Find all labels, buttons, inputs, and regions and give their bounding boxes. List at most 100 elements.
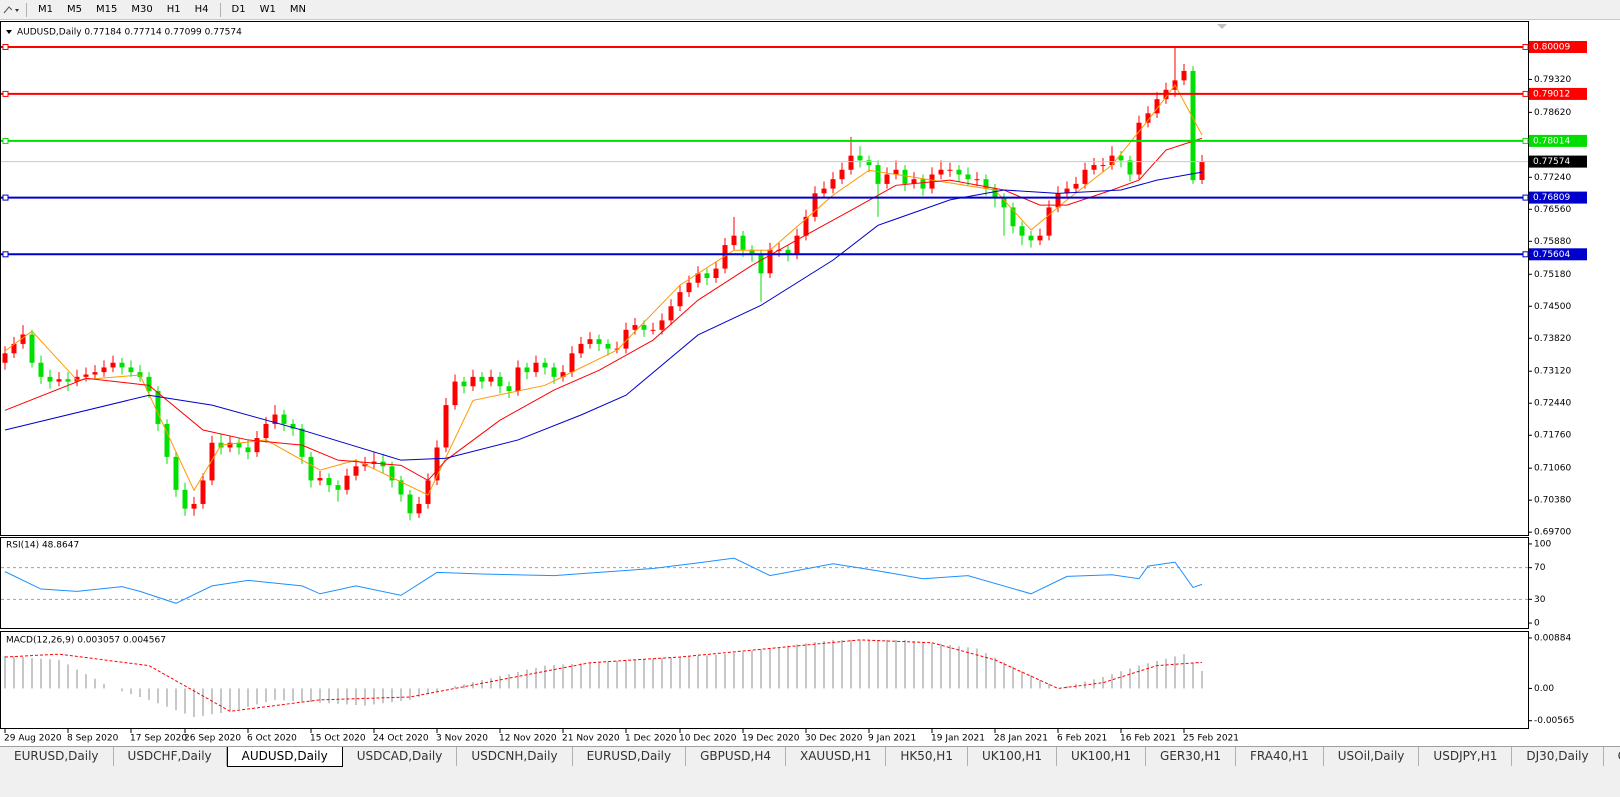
candle-body [227, 442, 233, 448]
x-tick-label: 26 Sep 2020 [184, 734, 241, 744]
candle-body [857, 155, 863, 161]
candle-body [416, 503, 422, 514]
timeframe-button[interactable]: M5 [67, 4, 82, 15]
candle-body [650, 329, 656, 331]
candle-body [353, 466, 359, 476]
chart-tab[interactable]: FRA40,H1 [1236, 747, 1324, 766]
x-tick-label: 16 Feb 2021 [1120, 734, 1176, 744]
chart-tab[interactable]: AUDUSD,Daily [226, 747, 343, 767]
timeframe-button[interactable]: M1 [38, 4, 53, 15]
candle-body [731, 235, 737, 246]
rsi-panel [0, 537, 1529, 629]
candle-body [1046, 207, 1052, 236]
candle-body [641, 325, 647, 330]
chart-tab[interactable]: EURUSD,Daily [0, 747, 114, 766]
timeframe-button[interactable]: H4 [194, 4, 209, 15]
candle-body [245, 447, 251, 453]
candle-body [515, 367, 521, 391]
tool-icon[interactable] [0, 1, 22, 19]
shift-marker [1217, 24, 1227, 29]
candle-body [65, 379, 71, 382]
candle-body [1010, 207, 1016, 227]
x-tick-label: 6 Feb 2021 [1057, 734, 1107, 744]
candle-body [1181, 70, 1187, 81]
x-tick-label: 3 Nov 2020 [436, 734, 488, 744]
candle-body [335, 485, 341, 490]
candle-body [767, 249, 773, 274]
chart-tab[interactable]: EURUSD,Daily [573, 747, 687, 766]
candle-body [1136, 122, 1142, 175]
chart-tab[interactable]: USDJPY,H1 [1419, 747, 1513, 766]
candle-body [1091, 165, 1097, 170]
candle-body [461, 381, 467, 387]
candle-body [74, 376, 80, 382]
candle-body [308, 456, 314, 481]
candle-body [848, 155, 854, 170]
candle-body [803, 216, 809, 236]
x-tick-label: 24 Oct 2020 [373, 734, 429, 744]
candle-body [524, 367, 530, 373]
x-tick-label: 19 Jan 2021 [931, 734, 985, 744]
candle-body [758, 254, 764, 274]
timeframe-button[interactable]: D1 [231, 4, 246, 15]
y-tick-label: 0.71060 [1534, 464, 1571, 474]
chart-tab[interactable]: USDCAD,Daily [343, 747, 458, 766]
candle-body [425, 480, 431, 504]
timeframe-button[interactable]: H1 [166, 4, 181, 15]
chart-tab[interactable]: USDCHF,Daily [114, 747, 227, 766]
candle-body [1082, 169, 1088, 184]
candle-body [407, 494, 413, 514]
chart-tab[interactable]: XAUUSD,H1 [786, 747, 887, 766]
chart-tab[interactable]: USOil,Daily [1324, 747, 1420, 766]
candle-body [983, 179, 989, 189]
candle-body [110, 362, 116, 368]
timeframe-button[interactable]: MN [289, 4, 306, 15]
candle-body [20, 334, 26, 344]
separator [219, 2, 221, 17]
candle-body [1127, 160, 1133, 175]
chart-tab[interactable]: HK50,H1 [886, 747, 968, 766]
chart-tab[interactable]: DJ30,Daily [1512, 747, 1604, 766]
candle-body [884, 174, 890, 184]
candle-body [317, 478, 323, 481]
candle-body [290, 423, 296, 429]
level-label-box [1529, 248, 1587, 261]
chart-tab[interactable]: GBPUSD,H4 [686, 747, 786, 766]
y-tick-label: 30 [1534, 595, 1546, 605]
candle-body [623, 329, 629, 349]
candle-body [749, 249, 755, 255]
chart-tab[interactable]: UK100,H1 [968, 747, 1057, 766]
timeframe-button[interactable]: W1 [259, 4, 276, 15]
candle-body [965, 174, 971, 180]
x-tick-label: 10 Dec 2020 [679, 734, 737, 744]
x-tick-label: 8 Sep 2020 [67, 734, 119, 744]
candle-body [695, 273, 701, 283]
chart-tab[interactable]: USDCNH,Daily [457, 747, 573, 766]
level-handle [1522, 251, 1529, 258]
candle-body [740, 235, 746, 250]
candle-body [938, 169, 944, 175]
candle-body [182, 489, 188, 509]
x-tick-label: 29 Aug 2020 [4, 734, 62, 744]
chart-tab[interactable]: GER30,H1 [1146, 747, 1236, 766]
candle-body [713, 268, 719, 279]
timeframe-button[interactable]: M30 [131, 4, 153, 15]
candle-body [164, 423, 170, 457]
rsi-title: RSI(14) 48.8647 [6, 541, 79, 551]
signal-line [4, 639, 1203, 712]
candle-body [101, 367, 107, 373]
candle-body [1055, 193, 1061, 208]
level-label: 0.80009 [1533, 42, 1570, 52]
timeframe-button[interactable]: M15 [96, 4, 118, 15]
y-tick-label: 0.75180 [1534, 270, 1571, 280]
y-tick-label: 0.74500 [1534, 302, 1571, 312]
candle-body [1019, 226, 1025, 236]
candle-body [866, 160, 872, 166]
chart-tab[interactable]: CHINA300,H1 [1604, 747, 1620, 766]
candle-body [128, 367, 134, 373]
chart-tab[interactable]: UK100,H1 [1057, 747, 1147, 766]
candle-body [254, 438, 260, 453]
y-tick-label: 0.75880 [1534, 237, 1571, 247]
level-handle [2, 137, 9, 144]
